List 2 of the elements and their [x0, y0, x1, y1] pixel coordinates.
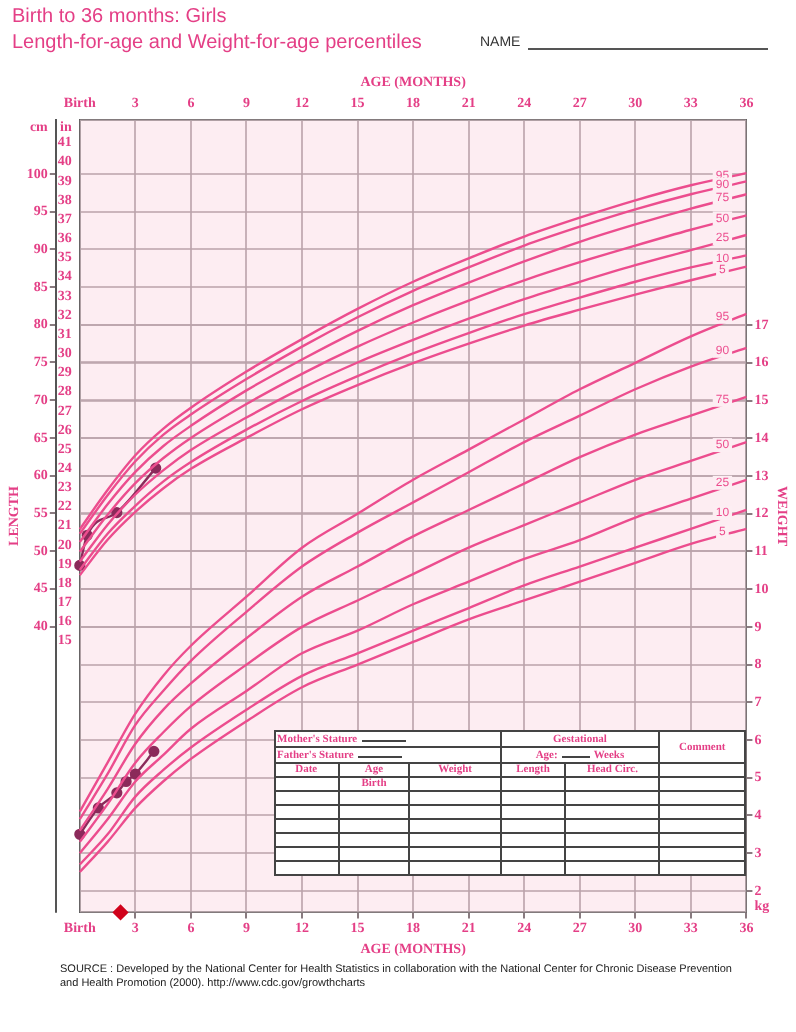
chart-subtitle: Length-for-age and Weight-for-age percentiles	[12, 30, 422, 56]
chart-title: Birth to 36 months: Girls	[12, 4, 229, 30]
